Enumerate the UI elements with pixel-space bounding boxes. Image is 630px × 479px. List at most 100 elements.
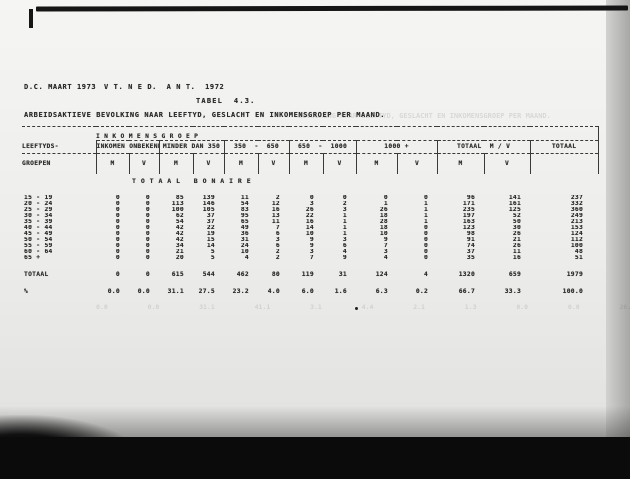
cell: 0 (115, 207, 120, 213)
cell: 237 (570, 195, 584, 201)
cell: 0 (145, 225, 150, 231)
subheader-mv: V (483, 153, 531, 174)
cell: 0 (145, 207, 150, 213)
cell-empty (437, 126, 531, 141)
cell: 91 (466, 237, 476, 243)
subheader-mv: V (257, 153, 289, 174)
table-row: 55 - 59 0 0 34 14 24 6 9 6 7 0 74 26 100 (22, 243, 598, 249)
table-row: 35 - 39 0 0 54 37 65 11 16 1 28 1 163 50 213 (22, 219, 598, 225)
cell: 42 (175, 231, 184, 237)
table-row-spanner: I N K O M E N S G R O E P (22, 126, 599, 141)
cell: 1 (383, 201, 388, 207)
group-header: 650 - 1000 (288, 140, 356, 154)
cell: 54 (240, 201, 249, 207)
cell: 0 (145, 271, 150, 279)
doc-date: D.C. MAART 1973 (24, 83, 97, 91)
cell: 14 (206, 243, 215, 249)
cell: 123 (462, 225, 476, 231)
subheader-mv: M (288, 153, 323, 174)
cell: 9 (342, 255, 347, 261)
cell: 4 (244, 255, 249, 261)
row-label: 20 - 24 (24, 201, 53, 207)
cell: 0 (145, 201, 150, 207)
cell: 52 (512, 213, 522, 219)
cell: 2 (275, 255, 280, 261)
row-label: 60 - 64 (24, 249, 53, 255)
doc-table-number: TABEL 4.3. (196, 97, 256, 105)
cell: 85 (175, 195, 184, 201)
cell: 16 (512, 255, 522, 261)
cell: 19 (206, 231, 215, 237)
row-label: 65 + (24, 255, 41, 261)
subheader-mv: M (436, 153, 485, 174)
cell: 4 (424, 271, 429, 279)
group-header: 1000 + (355, 140, 438, 154)
cell: 16 (271, 207, 280, 213)
cell: 31 (240, 237, 249, 243)
cell: 139 (202, 195, 215, 201)
cell: 26 (305, 207, 314, 213)
cell: 0 (424, 195, 429, 201)
cell: 0 (424, 231, 429, 237)
cell: 65 (240, 219, 249, 225)
cell: 6 (342, 243, 347, 249)
cell: 1979 (566, 271, 584, 279)
subheader-mv: M (95, 153, 129, 174)
cell: 35 (466, 255, 476, 261)
bleedthrough-title: BEVOLKING NAAR LEEFTYD, GESLACHT EN INKO… (298, 112, 551, 120)
cell: 161 (508, 201, 522, 207)
cell: 0 (115, 195, 120, 201)
spacer (22, 280, 598, 287)
doc-title: ARBEIDSAKTIEVE BEVOLKING NAAR LEEFTYD, G… (24, 111, 386, 119)
cell: 0 (424, 255, 429, 261)
cell: 24 (240, 243, 249, 249)
cell: 26 (379, 207, 388, 213)
cell: 11 (512, 249, 522, 255)
cell: 0 (115, 225, 120, 231)
cell: 26 (512, 243, 522, 249)
cell: 9 (383, 237, 388, 243)
subheader-mv: M (355, 153, 397, 174)
cell: 105 (202, 207, 215, 213)
cell: 6 (275, 231, 280, 237)
cell: 2 (275, 249, 280, 255)
cell: 0 (145, 213, 150, 219)
cell: 332 (570, 201, 584, 207)
cell: 1 (342, 225, 347, 231)
cell: 74 (466, 243, 476, 249)
cell: 10 (379, 231, 388, 237)
cell: 31 (338, 271, 347, 279)
cell: 9 (309, 237, 314, 243)
subheader-mv: V (192, 153, 224, 174)
cell: 22 (206, 225, 215, 231)
cell: 6.0 (301, 288, 314, 296)
cell: 0 (115, 243, 120, 249)
cell: 4 (342, 249, 347, 255)
cell: 96 (466, 195, 476, 201)
cell: 0 (115, 255, 120, 261)
section-title-row: T O T A A L B O N A I R E (22, 174, 598, 189)
cell: 3 (342, 237, 347, 243)
row-label-header-2: GROEPEN (22, 153, 96, 174)
cell: 1320 (458, 271, 476, 279)
cell: 0 (145, 255, 150, 261)
cell: 21 (175, 249, 184, 255)
cell: 0.2 (415, 288, 429, 296)
cell: 49 (240, 225, 249, 231)
cell: 18 (379, 225, 388, 231)
table-row: 40 - 44 0 0 42 22 49 7 14 1 18 0 123 30 153 (22, 225, 598, 231)
subheader-total (529, 153, 599, 174)
cell: 22 (305, 213, 314, 219)
cell: 0 (424, 225, 429, 231)
cell: 112 (570, 237, 584, 243)
cell: 37 (206, 213, 215, 219)
group-header: 350 - 650 (223, 140, 289, 154)
row-label: 35 - 39 (24, 219, 53, 225)
cell: 544 (202, 271, 215, 279)
cell: 62 (175, 213, 184, 219)
table-body: T O T A A L B O N A I R E 15 - 19 0 0 85 139 1… (22, 174, 598, 297)
group-header: INKOMEN ONBEKEND (95, 140, 159, 154)
cell: 0 (115, 271, 120, 279)
scan-top-black-bar (35, 5, 629, 12)
